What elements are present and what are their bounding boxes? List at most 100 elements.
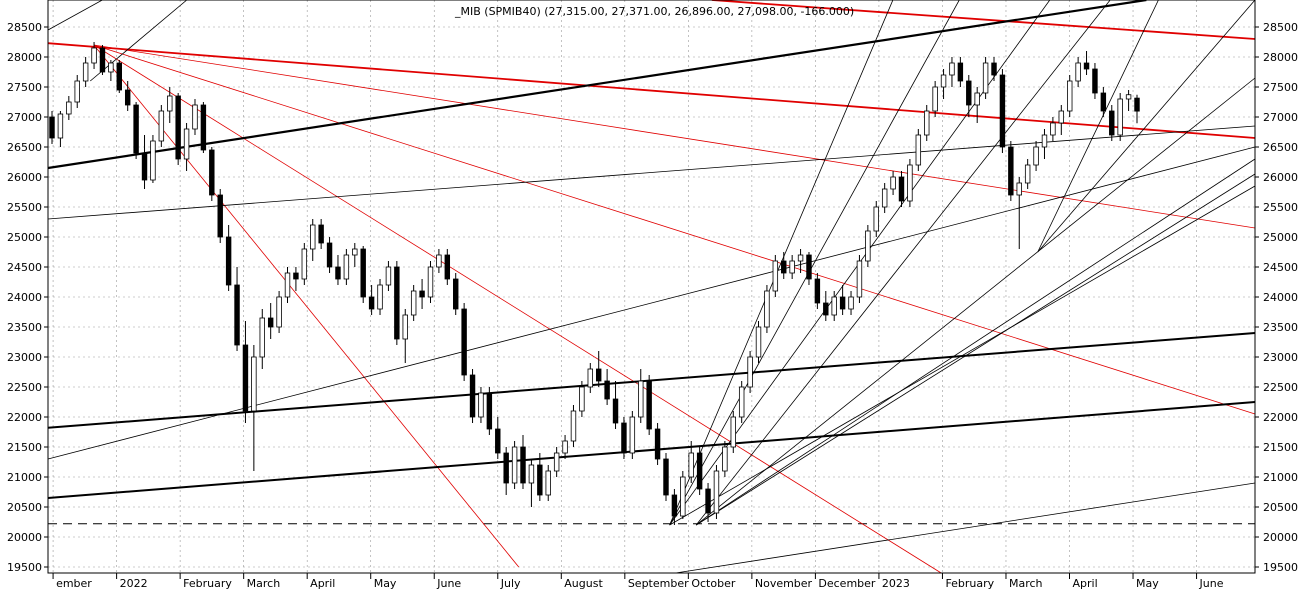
candle-body (806, 254, 812, 280)
x-tick-label: February (183, 577, 232, 590)
candle-body (831, 296, 837, 316)
x-tick-label: April (310, 577, 335, 590)
candle-body (419, 290, 425, 298)
candle-body (326, 242, 333, 268)
candle-body (537, 464, 543, 496)
candle-body (1008, 146, 1014, 196)
candle-body (991, 62, 997, 76)
candle-body (503, 452, 509, 484)
candle-body (469, 374, 476, 418)
candle-body (175, 95, 181, 160)
y-tick-label: 22000 (1263, 411, 1298, 424)
candle-body (251, 356, 257, 412)
x-tick-label: 2023 (882, 577, 910, 590)
candle-body (124, 89, 131, 106)
candle-body (696, 452, 703, 490)
candle-body (108, 62, 114, 73)
x-tick-label: 2022 (120, 577, 148, 590)
candle-body (1117, 98, 1123, 136)
candle-body (352, 248, 358, 256)
candle-body (982, 62, 989, 94)
candle-body (82, 62, 89, 82)
x-tick-label: February (945, 577, 994, 590)
candle-body (856, 260, 863, 298)
candle-body (394, 266, 400, 340)
candle-body (91, 47, 97, 64)
candle-body (284, 272, 291, 298)
y-tick-label: 21500 (7, 441, 42, 454)
candle-body (722, 446, 728, 472)
trendline (711, 0, 1256, 40)
candle-body (276, 296, 282, 328)
y-tick-label: 27000 (7, 111, 42, 124)
trendline (47, 401, 1256, 499)
x-tick-label: September (628, 577, 689, 590)
candle-body (234, 284, 240, 346)
candle-body (385, 266, 392, 286)
trendline (47, 0, 103, 31)
candle-body (335, 266, 341, 280)
candle-body (915, 134, 922, 166)
candle-body (553, 452, 560, 472)
y-tick-label: 26000 (7, 171, 42, 184)
candle-body (814, 278, 821, 304)
candle-body (688, 452, 694, 478)
candle-body (1075, 62, 1081, 82)
candle-body (629, 416, 636, 454)
candle-body (57, 113, 64, 139)
x-tick-label: June (436, 577, 461, 590)
y-tick-label: 25000 (1263, 231, 1298, 244)
y-tick-label: 28000 (1263, 51, 1298, 64)
x-tick-label: November (755, 577, 813, 590)
candle-body (881, 188, 888, 208)
candle-body (570, 410, 577, 442)
candle-body (436, 254, 442, 268)
trendline (695, 0, 1111, 526)
candle-body (924, 110, 930, 136)
candle-body (579, 386, 585, 412)
candle-body (200, 104, 207, 151)
candle-body (360, 248, 366, 298)
candle-body (949, 62, 955, 76)
candle-body (66, 101, 72, 115)
candle-body (890, 176, 896, 190)
y-tick-label: 27500 (7, 81, 42, 94)
candle-body (74, 80, 80, 103)
x-tick-label: March (1009, 577, 1043, 590)
candle-body (99, 47, 106, 73)
candle-body (730, 416, 736, 448)
trendline (695, 173, 1256, 526)
candle-body (797, 254, 804, 262)
x-tick-label: April (1073, 577, 1098, 590)
y-tick-label: 25500 (7, 201, 42, 214)
x-tick-label: August (564, 577, 603, 590)
candle-body (999, 74, 1006, 148)
candle-body (772, 260, 779, 292)
candle-body (755, 326, 762, 358)
candle-body (1050, 122, 1056, 136)
candle-body (705, 488, 711, 514)
candle-body (1092, 68, 1098, 94)
candle-body (562, 440, 568, 454)
grid (48, 0, 1255, 573)
x-tick-label: July (500, 577, 521, 590)
y-tick-label: 28500 (1263, 21, 1298, 34)
candle-body (217, 194, 223, 238)
y-tick-label: 26500 (1263, 141, 1298, 154)
y-tick-label: 24500 (7, 261, 42, 274)
candle-body (1100, 92, 1107, 112)
candle-body (368, 296, 375, 310)
x-tick-label: June (1199, 577, 1224, 590)
y-tick-label: 24500 (1263, 261, 1298, 274)
candle-body (621, 422, 627, 454)
candle-body (1024, 164, 1031, 184)
y-tick-label: 24000 (1263, 291, 1298, 304)
x-tick-label: December (818, 577, 876, 590)
candle-body (789, 260, 795, 274)
candle-body (1125, 94, 1132, 100)
candle-body (966, 80, 972, 106)
candle-body (310, 224, 316, 250)
trendline (675, 482, 1256, 574)
y-tick-label: 20000 (7, 531, 42, 544)
candle-body (209, 149, 215, 196)
